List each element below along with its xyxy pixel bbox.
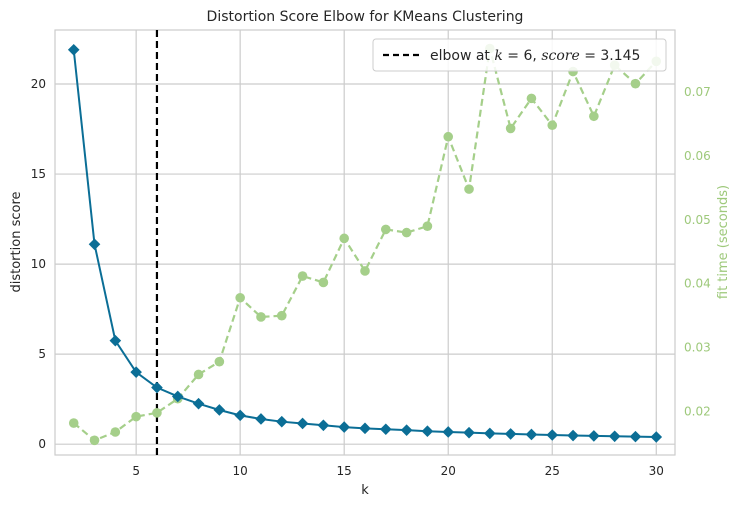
y2-tick-label: 0.02 [684, 405, 711, 419]
fit-time-point [589, 111, 599, 122]
x-tick-label: 5 [132, 464, 140, 478]
fit-time-point [68, 418, 79, 428]
distortion-point [504, 428, 517, 440]
x-tick-label: 15 [337, 464, 352, 478]
distortion-point [317, 419, 330, 432]
plot-area [54, 29, 676, 456]
fit-time-point [443, 131, 454, 142]
fit-time-point [505, 123, 516, 134]
x-tick-label: 20 [441, 464, 456, 478]
distortion-point [213, 404, 226, 416]
y-axis-title: distortion score [9, 192, 24, 293]
distortion-point [567, 429, 579, 442]
x-axis-title: k [361, 483, 369, 498]
fit-time-point [110, 427, 121, 437]
distortion-point [88, 238, 101, 251]
y-tick-label: 20 [31, 77, 46, 91]
distortion-point [67, 44, 80, 56]
y2-tick-label: 0.07 [684, 85, 711, 99]
fit-time-point [630, 78, 641, 89]
distortion-point [629, 430, 642, 443]
x-tick-label: 30 [649, 464, 664, 478]
y-tick-label: 15 [31, 167, 46, 181]
distortion-point [400, 424, 413, 436]
fit-time-point [193, 369, 204, 380]
y2-tick-label: 0.03 [684, 341, 711, 355]
legend-prefix: elbow at [430, 48, 494, 64]
distortion-point [359, 422, 371, 435]
distortion-point [234, 409, 246, 422]
distortion-point [109, 334, 122, 347]
distortion-point [338, 421, 350, 433]
distortion-point [650, 431, 663, 443]
legend-k-eq: = 6, [503, 48, 541, 64]
distortion-point [608, 430, 621, 443]
distortion-point [380, 423, 392, 436]
tick-labels: 5 10 15 20 25 30 0 5 10 15 20 0.02 0.03 0.04 0.05 0.06 0… [31, 77, 711, 478]
distortion-point [296, 417, 309, 430]
y2-tick-label: 0.05 [684, 213, 711, 227]
fit-time-point [422, 221, 433, 232]
distortion-point [171, 390, 184, 403]
x-tick-label: 25 [545, 464, 560, 478]
legend-box [372, 38, 667, 72]
distortion-point [546, 429, 559, 441]
distortion-point [275, 415, 288, 428]
x-tick-label: 10 [233, 464, 248, 478]
fit-time-point [152, 408, 162, 418]
fit-time-point [360, 266, 370, 276]
fit-time-point [256, 312, 266, 322]
y2-axis-title: fit time (seconds) [716, 185, 731, 299]
legend: elbow at k = 6, score = 3.145 [372, 38, 667, 72]
fit-time-point [89, 435, 100, 446]
fit-time-point [131, 411, 141, 422]
legend-label: elbow at k = 6, score = 3.145 [430, 48, 640, 64]
chart-title: Distortion Score Elbow for KMeans Cluste… [207, 9, 524, 25]
distortion-point [588, 430, 600, 442]
y2-tick-label: 0.06 [684, 149, 711, 163]
fit-time-point [235, 292, 245, 303]
fit-time-line [73, 48, 658, 442]
fit-time-point [297, 271, 308, 281]
y-tick-label: 0 [38, 437, 46, 451]
distortion-point [442, 426, 455, 438]
grid-lines [55, 30, 675, 455]
fit-time-point [381, 224, 391, 235]
fit-time-point [464, 184, 474, 194]
fit-time-point [214, 356, 225, 367]
distortion-point [151, 381, 163, 394]
fit-time-point [401, 227, 412, 238]
fit-time-point [547, 120, 558, 131]
fit-time-point [526, 93, 537, 104]
distortion-point [421, 425, 434, 438]
distortion-point [525, 428, 538, 441]
fit-time-point [318, 277, 329, 288]
distortion-point [463, 426, 475, 439]
legend-score-var: score [541, 48, 579, 64]
y2-tick-label: 0.04 [684, 277, 711, 291]
y-tick-label: 10 [31, 257, 46, 271]
distortion-point [484, 427, 496, 440]
legend-k-var: k [494, 48, 502, 64]
fit-time-point [276, 310, 287, 321]
distortion-point [192, 397, 205, 410]
legend-score-eq: = 3.145 [580, 48, 641, 64]
distortion-point [130, 366, 142, 378]
fit-time-point [339, 233, 349, 244]
y-tick-label: 5 [38, 347, 46, 361]
distortion-point [255, 413, 267, 425]
